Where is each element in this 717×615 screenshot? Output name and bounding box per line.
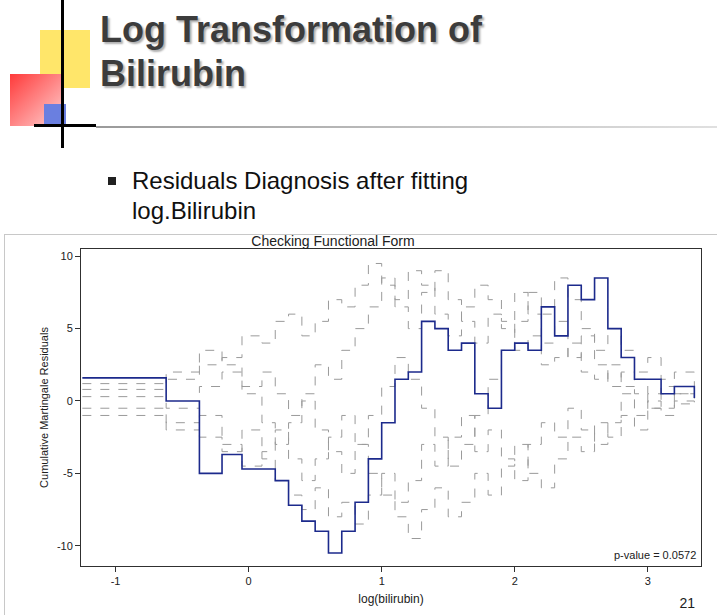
svg-text:-10: -10 <box>57 540 73 552</box>
html-text:Log Transformation of Bilirubi: Log Transformation of Bilirubin <box>100 9 482 94</box>
svg-text:p-value = 0.0572: p-value = 0.0572 <box>614 549 696 561</box>
svg-text:0: 0 <box>246 575 252 587</box>
svg-text:1: 1 <box>379 575 385 587</box>
svg-text:-1: -1 <box>111 575 121 587</box>
svg-text:Cumulative Martingale Residual: Cumulative Martingale Residuals <box>38 327 50 488</box>
svg-text:-5: -5 <box>63 467 73 479</box>
svg-text:Checking Functional Form: Checking Functional Form <box>251 235 414 249</box>
html-text:21: 21 <box>679 595 695 611</box>
svg-text:10: 10 <box>61 250 73 262</box>
svg-text:2: 2 <box>512 575 518 587</box>
svg-text:5: 5 <box>67 322 73 334</box>
svg-text:log(bilirubin): log(bilirubin) <box>358 592 423 606</box>
svg-text:3: 3 <box>645 575 651 587</box>
svg-text:0: 0 <box>67 395 73 407</box>
html-text:Residuals Diagnosis after fitt: Residuals Diagnosis after fitting log.Bi… <box>132 167 469 224</box>
